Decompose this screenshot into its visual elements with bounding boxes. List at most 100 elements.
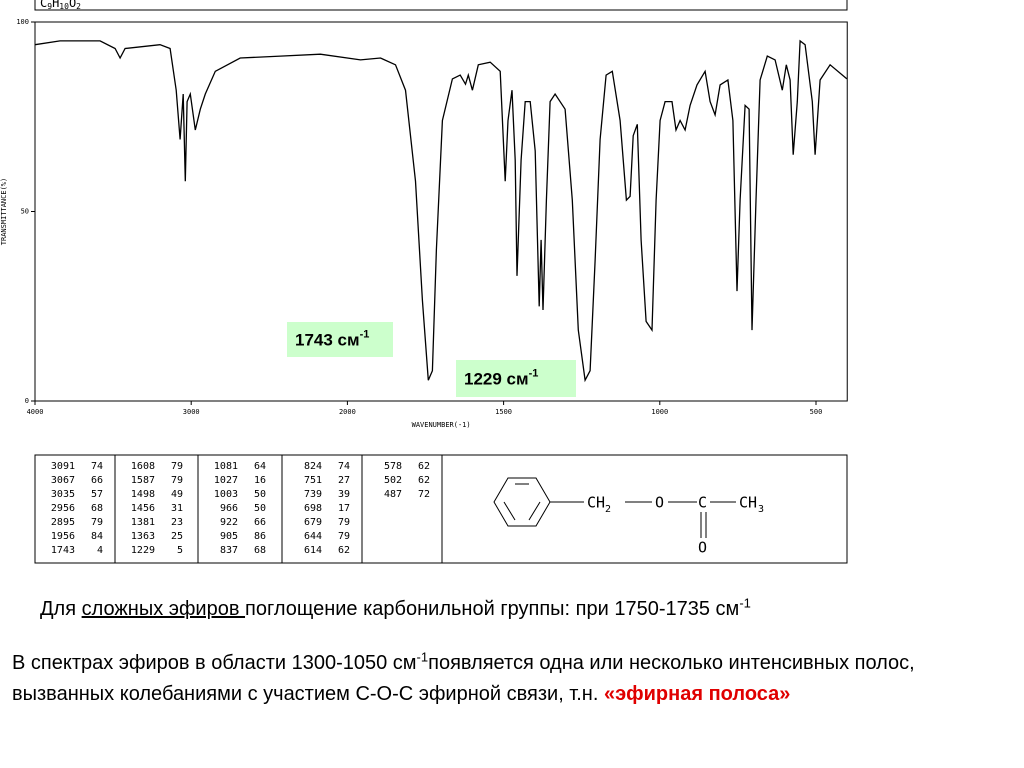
peak-transmittance: 17: [338, 503, 350, 514]
peak-transmittance: 50: [254, 503, 266, 514]
slide-graphics: C9H10O2 0 50 100 4000 3000 2000 1500 1000 500 WAV…: [0, 0, 848, 564]
peak-transmittance: 50: [254, 489, 266, 500]
peak-transmittance: 4: [97, 545, 103, 556]
formula-box: [34, 0, 848, 11]
x-tick-label: 4000: [27, 408, 44, 416]
peak-transmittance: 79: [91, 517, 103, 528]
annotation-sup: -1: [529, 368, 539, 380]
annotation-box: [456, 360, 576, 397]
peak-transmittance: 79: [338, 531, 350, 542]
peak-transmittance: 62: [338, 545, 350, 556]
peak-wavenumber: 487: [384, 489, 402, 500]
peak-transmittance: 31: [171, 503, 183, 514]
peak-transmittance: 74: [91, 461, 103, 472]
structure-subscript: 3: [758, 504, 764, 515]
peak-transmittance: 72: [418, 489, 430, 500]
paragraph-1: Для сложных эфиров поглощение карбонильн…: [40, 594, 751, 625]
peak-wavenumber: 966: [220, 503, 238, 514]
peak-wavenumber: 1229: [131, 545, 155, 556]
peak-wavenumber: 1743: [51, 545, 75, 556]
text: Для: [40, 598, 82, 620]
x-tick-label: 1500: [495, 408, 512, 416]
peak-wavenumber: 578: [384, 461, 402, 472]
x-axis-label: WAVENUMBER(-1): [412, 421, 471, 429]
paragraph-2: В спектрах эфиров в области 1300-1050 см…: [12, 648, 987, 710]
text: В спектрах эфиров в области 1300-1050 см: [12, 652, 417, 674]
peak-wavenumber: 824: [304, 461, 322, 472]
peak-wavenumber: 1956: [51, 531, 75, 542]
annotation-sup: -1: [360, 329, 370, 341]
peak-wavenumber: 698: [304, 503, 322, 514]
peak-transmittance: 49: [171, 489, 183, 500]
peak-transmittance: 79: [171, 461, 183, 472]
peak-transmittance: 68: [91, 503, 103, 514]
peak-transmittance: 23: [171, 517, 183, 528]
structure-label: CH: [587, 494, 605, 512]
plot-frame: [34, 21, 848, 402]
peak-transmittance: 84: [91, 531, 103, 542]
peak-wavenumber: 1081: [214, 461, 238, 472]
peak-transmittance: 5: [177, 545, 183, 556]
peak-wavenumber: 837: [220, 545, 238, 556]
structure-label: O: [655, 494, 664, 512]
peak-wavenumber: 679: [304, 517, 322, 528]
peak-transmittance: 62: [418, 475, 430, 486]
peak-wavenumber: 1003: [214, 489, 238, 500]
peak-wavenumber: 2956: [51, 503, 75, 514]
table-frame: [34, 454, 848, 564]
peak-transmittance: 66: [254, 517, 266, 528]
structure-label: C: [698, 494, 707, 512]
peak-wavenumber: 3035: [51, 489, 75, 500]
peak-wavenumber: 739: [304, 489, 322, 500]
structure-label: CH: [739, 494, 757, 512]
peak-wavenumber: 1381: [131, 517, 155, 528]
highlight: «эфирная полоса»: [603, 683, 791, 705]
annotation-text: 1229 см: [464, 370, 529, 389]
annotation: 1743 см-1: [295, 329, 369, 350]
x-tick-label: 3000: [183, 408, 200, 416]
peak-wavenumber: 1608: [131, 461, 155, 472]
peak-wavenumber: 614: [304, 545, 322, 556]
structure-subscript: 2: [605, 504, 611, 515]
peak-transmittance: 68: [254, 545, 266, 556]
peak-transmittance: 79: [338, 517, 350, 528]
peak-wavenumber: 644: [304, 531, 322, 542]
underlined-term: сложных эфиров: [81, 598, 246, 620]
peak-wavenumber: 2895: [51, 517, 75, 528]
peak-wavenumber: 1363: [131, 531, 155, 542]
peak-wavenumber: 1587: [131, 475, 155, 486]
peak-transmittance: 25: [171, 531, 183, 542]
structure-label: O: [698, 539, 707, 557]
peak-wavenumber: 1498: [131, 489, 155, 500]
peak-transmittance: 27: [338, 475, 350, 486]
y-tick-label: 50: [21, 208, 29, 216]
formula: C9H10O2: [40, 0, 81, 11]
spectrum-line: [34, 39, 848, 383]
peak-transmittance: 74: [338, 461, 350, 472]
peak-transmittance: 16: [254, 475, 266, 486]
x-tick-label: 500: [810, 408, 823, 416]
annotation-text: 1743 см: [295, 331, 360, 350]
peak-wavenumber: 3091: [51, 461, 75, 472]
structure-lines: [493, 477, 736, 538]
peak-transmittance: 86: [254, 531, 266, 542]
text: появляется одна или несколько интенсивны…: [12, 652, 915, 705]
superscript: -1: [416, 649, 429, 665]
peak-wavenumber: 1027: [214, 475, 238, 486]
y-axis-label: TRANSMITTANCE(%): [0, 178, 8, 245]
peak-wavenumber: 502: [384, 475, 402, 486]
peak-wavenumber: 1456: [131, 503, 155, 514]
peak-transmittance: 39: [338, 489, 350, 500]
peak-wavenumber: 751: [304, 475, 322, 486]
peak-wavenumber: 905: [220, 531, 238, 542]
x-tick-label: 2000: [339, 408, 356, 416]
peak-transmittance: 62: [418, 461, 430, 472]
annotation-box: [287, 322, 393, 357]
y-tick-label: 100: [16, 18, 29, 26]
peak-transmittance: 79: [171, 475, 183, 486]
peak-transmittance: 57: [91, 489, 103, 500]
peak-wavenumber: 3067: [51, 475, 75, 486]
annotation: 1229 см-1: [464, 368, 538, 389]
x-tick-label: 1000: [651, 408, 668, 416]
